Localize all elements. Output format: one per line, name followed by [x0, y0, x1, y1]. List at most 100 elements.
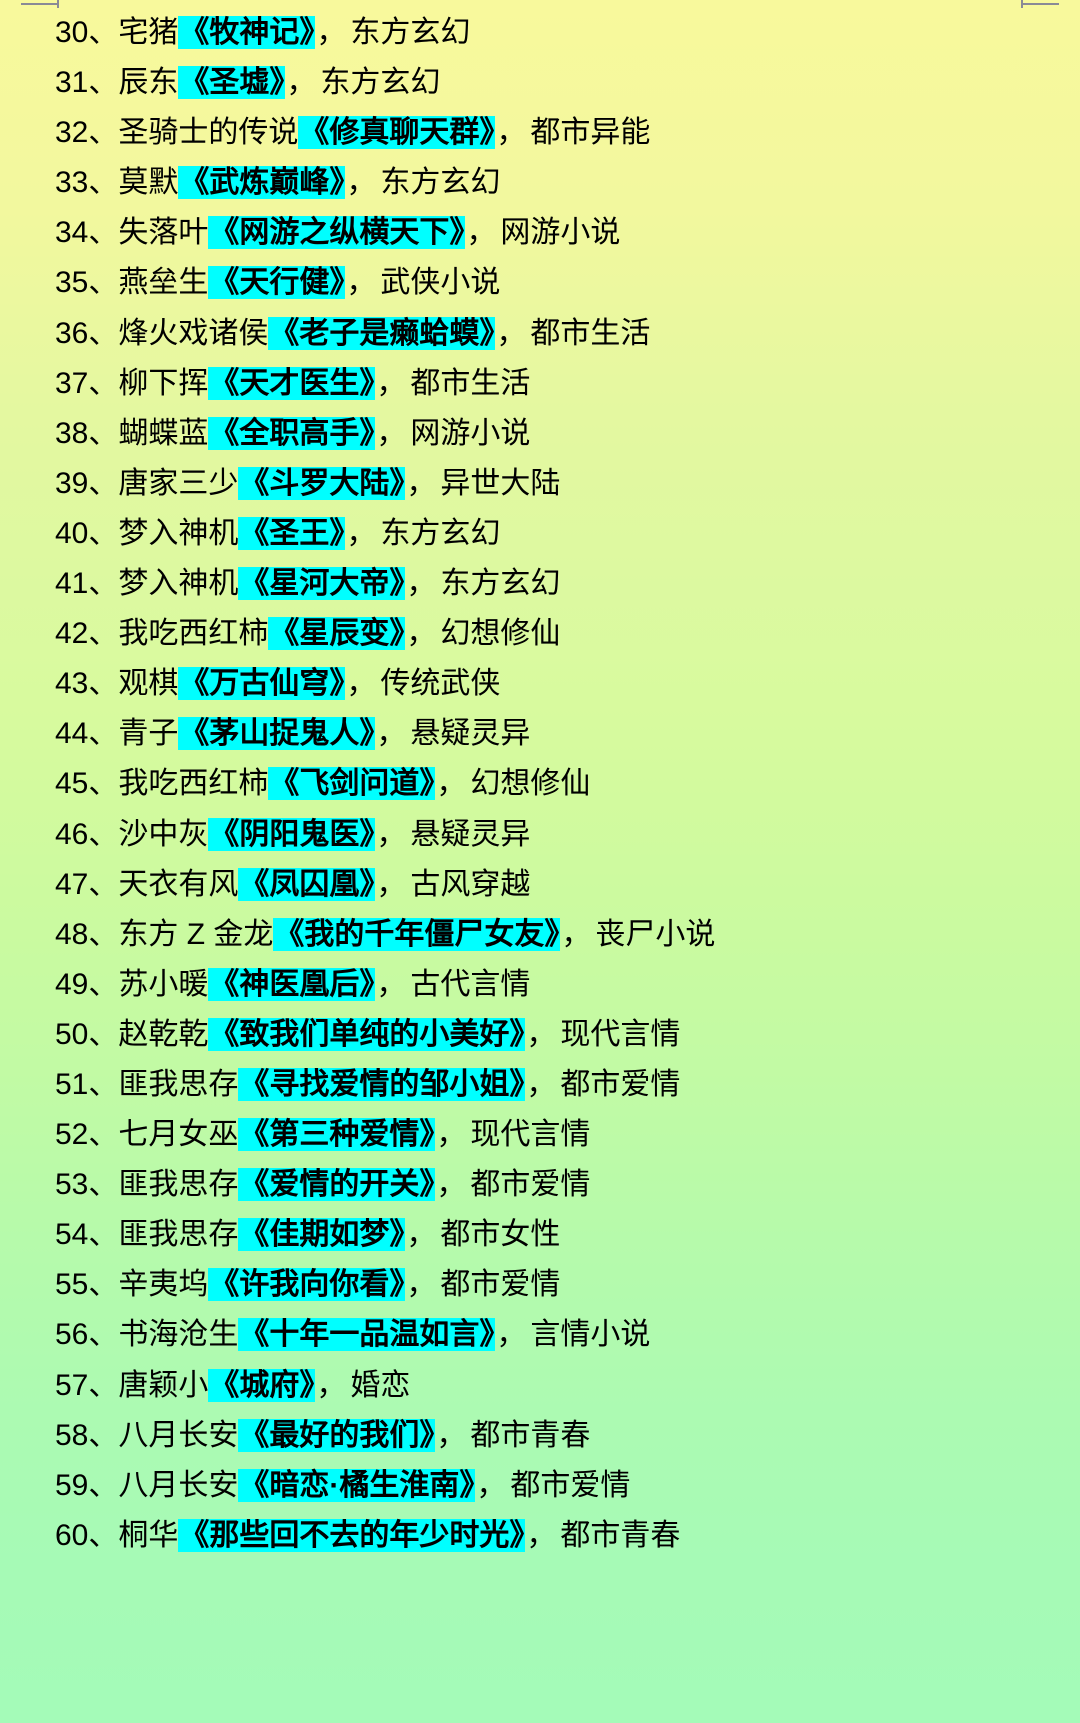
list-item-index: 58、	[55, 1418, 119, 1452]
list-item-separator: ，	[526, 1017, 557, 1051]
list-item: 38、蝴蝶蓝《全职高手》， 网游小说	[0, 409, 1080, 459]
list-item: 52、七月女巫《第三种爱情》， 现代言情	[0, 1110, 1080, 1160]
list-item-index: 57、	[55, 1368, 119, 1402]
list-item-genre: 网游小说	[410, 416, 531, 450]
list-item-genre: 都市女性	[440, 1218, 561, 1252]
list-item-genre: 幻想修仙	[440, 617, 561, 651]
list-item-index: 38、	[55, 416, 119, 450]
list-item-genre: 都市爱情	[470, 1168, 591, 1202]
list-item-genre: 都市爱情	[510, 1468, 631, 1502]
list-item-author: 七月女巫	[118, 1118, 239, 1152]
list-item-title-highlight: 《飞剑问道》	[268, 767, 436, 801]
list-item-index: 39、	[55, 466, 119, 500]
list-item-genre: 丧尸小说	[595, 917, 716, 951]
list-item-author: 沙中灰	[118, 817, 209, 851]
list-item-author: 辰东	[118, 66, 179, 100]
list-item: 56、书海沧生《十年一品温如言》， 言情小说	[0, 1310, 1080, 1360]
list-item-author: 烽火戏诸侯	[118, 316, 269, 350]
list-item-author: 八月长安	[118, 1468, 239, 1502]
list-item-index: 30、	[55, 16, 119, 49]
list-item-author: 唐家三少	[118, 466, 239, 500]
list-item-index: 60、	[55, 1518, 119, 1552]
list-item-index: 54、	[55, 1218, 119, 1252]
list-item-title-highlight: 《第三种爱情》	[238, 1118, 436, 1152]
corner-mark-rule	[21, 3, 59, 5]
list-item-author: 燕垒生	[118, 266, 209, 300]
list-item-genre: 传统武侠	[380, 667, 501, 701]
list-item-author: 匪我思存	[118, 1168, 239, 1202]
list-item-index: 43、	[55, 667, 119, 701]
list-item-separator: ，	[376, 416, 407, 450]
list-item-author: 我吃西红柿	[118, 617, 269, 651]
list-item: 58、八月长安《最好的我们》， 都市青春	[0, 1411, 1080, 1461]
list-item-separator: ，	[346, 166, 377, 200]
list-item-separator: ，	[526, 1067, 557, 1101]
list-item-genre: 东方玄幻	[350, 16, 471, 49]
list-item-separator: ，	[406, 617, 437, 651]
list-item-title-highlight: 《星河大帝》	[238, 567, 406, 601]
list-item-title-highlight: 《圣王》	[238, 516, 346, 550]
list-item-index: 49、	[55, 967, 119, 1001]
list-item-genre: 都市生活	[410, 366, 531, 400]
list-item-genre: 都市青春	[560, 1518, 681, 1552]
list-item-title-highlight: 《神医凰后》	[208, 967, 376, 1001]
list-item-author: 赵乾乾	[118, 1017, 209, 1051]
list-item-title-highlight: 《暗恋·橘生淮南》	[238, 1468, 476, 1502]
list-item: 49、苏小暖《神医凰后》， 古代言情	[0, 960, 1080, 1010]
list-item-index: 37、	[55, 366, 119, 400]
list-item-separator: ，	[561, 917, 592, 951]
list-item: 54、匪我思存《佳期如梦》， 都市女性	[0, 1210, 1080, 1260]
list-item-separator: ，	[436, 1118, 467, 1152]
page-corner-mark-right	[1021, 0, 1059, 9]
list-item-index: 41、	[55, 567, 119, 601]
list-item: 51、匪我思存《寻找爱情的邹小姐》， 都市爱情	[0, 1060, 1080, 1110]
list-item: 32、圣骑士的传说《修真聊天群》， 都市异能	[0, 108, 1080, 158]
list-item-title-highlight: 《十年一品温如言》	[238, 1318, 496, 1352]
list-item: 44、青子《茅山捉鬼人》， 悬疑灵异	[0, 709, 1080, 759]
list-item: 42、我吃西红柿《星辰变》， 幻想修仙	[0, 609, 1080, 659]
list-item-separator: ，	[496, 316, 527, 350]
list-item-title-highlight: 《佳期如梦》	[238, 1218, 406, 1252]
list-item-title-highlight: 《斗罗大陆》	[238, 466, 406, 500]
list-item-index: 56、	[55, 1318, 119, 1352]
list-item-index: 35、	[55, 266, 119, 300]
list-item-author: 桐华	[118, 1518, 179, 1552]
list-item-title-highlight: 《天行健》	[208, 266, 346, 300]
list-item-separator: ，	[346, 667, 377, 701]
list-item-title-highlight: 《寻找爱情的邹小姐》	[238, 1067, 526, 1101]
corner-mark-tick	[1021, 0, 1023, 8]
list-item: 46、沙中灰《阴阳鬼医》， 悬疑灵异	[0, 810, 1080, 860]
list-item-index: 45、	[55, 767, 119, 801]
list-item-author: 失落叶	[118, 216, 209, 250]
list-item-separator: ，	[436, 767, 467, 801]
list-item-genre: 东方玄幻	[380, 166, 501, 200]
list-item-genre: 古代言情	[410, 967, 531, 1001]
list-item-genre: 现代言情	[470, 1118, 591, 1152]
list-item-index: 59、	[55, 1468, 119, 1502]
list-item-genre: 都市爱情	[560, 1067, 681, 1101]
list-item-author: 梦入神机	[118, 567, 239, 601]
list-item: 37、柳下挥《天才医生》， 都市生活	[0, 359, 1080, 409]
list-item-index: 33、	[55, 166, 119, 200]
list-item-separator: ，	[346, 516, 377, 550]
list-item-separator: ，	[406, 567, 437, 601]
list-item: 30、宅猪《牧神记》， 东方玄幻	[0, 8, 1080, 58]
list-item: 59、八月长安《暗恋·橘生淮南》， 都市爱情	[0, 1461, 1080, 1511]
list-item-separator: ，	[376, 867, 407, 901]
list-item-genre: 武侠小说	[380, 266, 501, 300]
list-item-index: 34、	[55, 216, 119, 250]
list-item: 36、烽火戏诸侯《老子是癞蛤蟆》， 都市生活	[0, 309, 1080, 359]
list-item-author: 苏小暖	[118, 967, 209, 1001]
list-item-genre: 都市爱情	[440, 1268, 561, 1302]
list-item-index: 52、	[55, 1118, 119, 1152]
list-item-separator: ，	[496, 116, 527, 150]
list-item-separator: ，	[436, 1418, 467, 1452]
list-item-author: 匪我思存	[118, 1218, 239, 1252]
list-item-title-highlight: 《星辰变》	[268, 617, 406, 651]
list-item-author: 我吃西红柿	[118, 767, 269, 801]
list-item-genre: 古风穿越	[410, 867, 531, 901]
corner-mark-rule	[1021, 3, 1059, 5]
list-item-title-highlight: 《全职高手》	[208, 416, 376, 450]
list-item-author: 圣骑士的传说	[118, 116, 299, 150]
list-item-author: 柳下挥	[118, 366, 209, 400]
